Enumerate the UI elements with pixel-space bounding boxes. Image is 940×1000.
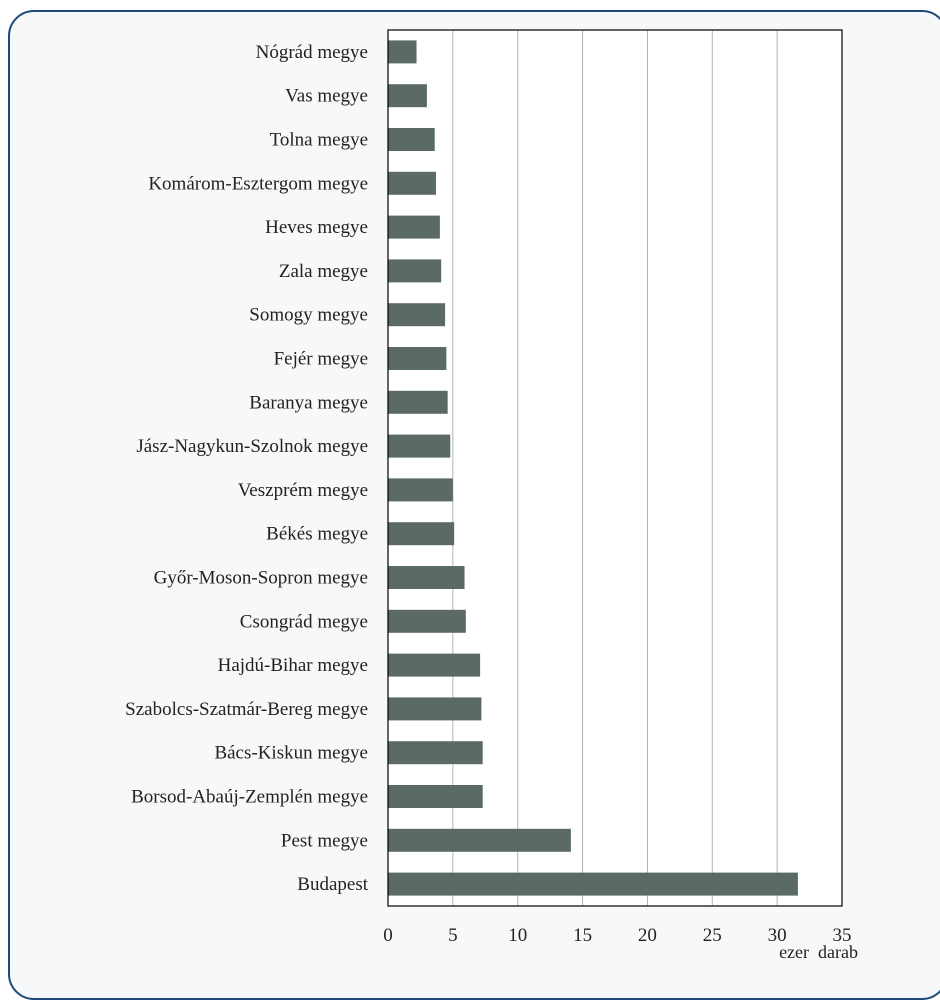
- category-label: Vas megye: [285, 86, 368, 107]
- category-label: Zala megye: [279, 261, 368, 282]
- x-tick-label: 35: [833, 925, 852, 946]
- bar: [388, 741, 483, 765]
- bar: [388, 40, 417, 64]
- bar: [388, 478, 453, 502]
- x-tick-label: 30: [768, 925, 787, 946]
- category-label: Somogy megye: [249, 305, 368, 326]
- x-axis-unit-label: ezer darab: [779, 942, 858, 962]
- category-label: Veszprém megye: [238, 480, 368, 501]
- bar: [388, 347, 447, 370]
- x-tick-label: 0: [383, 925, 393, 946]
- bar: [388, 609, 466, 633]
- category-label: Győr-Moson-Sopron megye: [154, 568, 368, 589]
- bars: [388, 40, 798, 896]
- category-label: Tolna megye: [270, 130, 368, 151]
- plot-border: [387, 29, 843, 907]
- category-label: Bács-Kiskun megye: [214, 743, 368, 764]
- x-tick-labels: 0 5 10 15 20 25 30 35: [383, 925, 851, 946]
- x-tick-label: 20: [638, 925, 657, 946]
- category-label: Hajdú-Bihar megye: [218, 655, 368, 676]
- bar: [388, 434, 451, 458]
- bar: [388, 128, 435, 151]
- category-label: Budapest: [297, 874, 368, 895]
- category-label: Csongrád megye: [240, 611, 368, 632]
- category-labels: Nógrád megye Vas megye Tolna megye Komárom-…: [125, 42, 369, 895]
- bar: [388, 303, 446, 327]
- category-label: Jász-Nagykun-Szolnok megye: [136, 436, 368, 457]
- bar: [388, 522, 455, 546]
- bar: [388, 566, 465, 589]
- gridlines: [452, 30, 778, 906]
- bar: [388, 785, 483, 808]
- bar: [388, 390, 448, 414]
- x-tick-label: 15: [573, 925, 592, 946]
- bar: [388, 171, 436, 195]
- bar: [388, 653, 481, 677]
- category-label: Fejér megye: [274, 349, 368, 370]
- bar: [388, 872, 798, 896]
- bar-chart: Nógrád megye Vas megye Tolna megye Komárom-…: [125, 29, 858, 962]
- category-label: Komárom-Esztergom megye: [148, 173, 368, 194]
- plot-area: [388, 30, 842, 906]
- x-tick-label: 25: [703, 925, 722, 946]
- bar: [388, 84, 427, 108]
- x-tick-label: 5: [448, 925, 458, 946]
- category-label: Pest megye: [281, 830, 368, 851]
- category-label: Heves megye: [265, 217, 368, 238]
- category-label: Nógrád megye: [256, 42, 368, 63]
- category-label: Borsod-Abaúj-Zemplén megye: [131, 787, 368, 808]
- bar: [388, 828, 571, 852]
- category-label: Szabolcs-Szatmár-Bereg megye: [125, 699, 368, 720]
- x-tick-label: 10: [508, 925, 527, 946]
- category-label: Baranya megye: [249, 392, 368, 413]
- bar: [388, 259, 442, 283]
- category-label: Békés megye: [266, 524, 368, 545]
- bar: [388, 697, 482, 721]
- bar: [388, 215, 440, 239]
